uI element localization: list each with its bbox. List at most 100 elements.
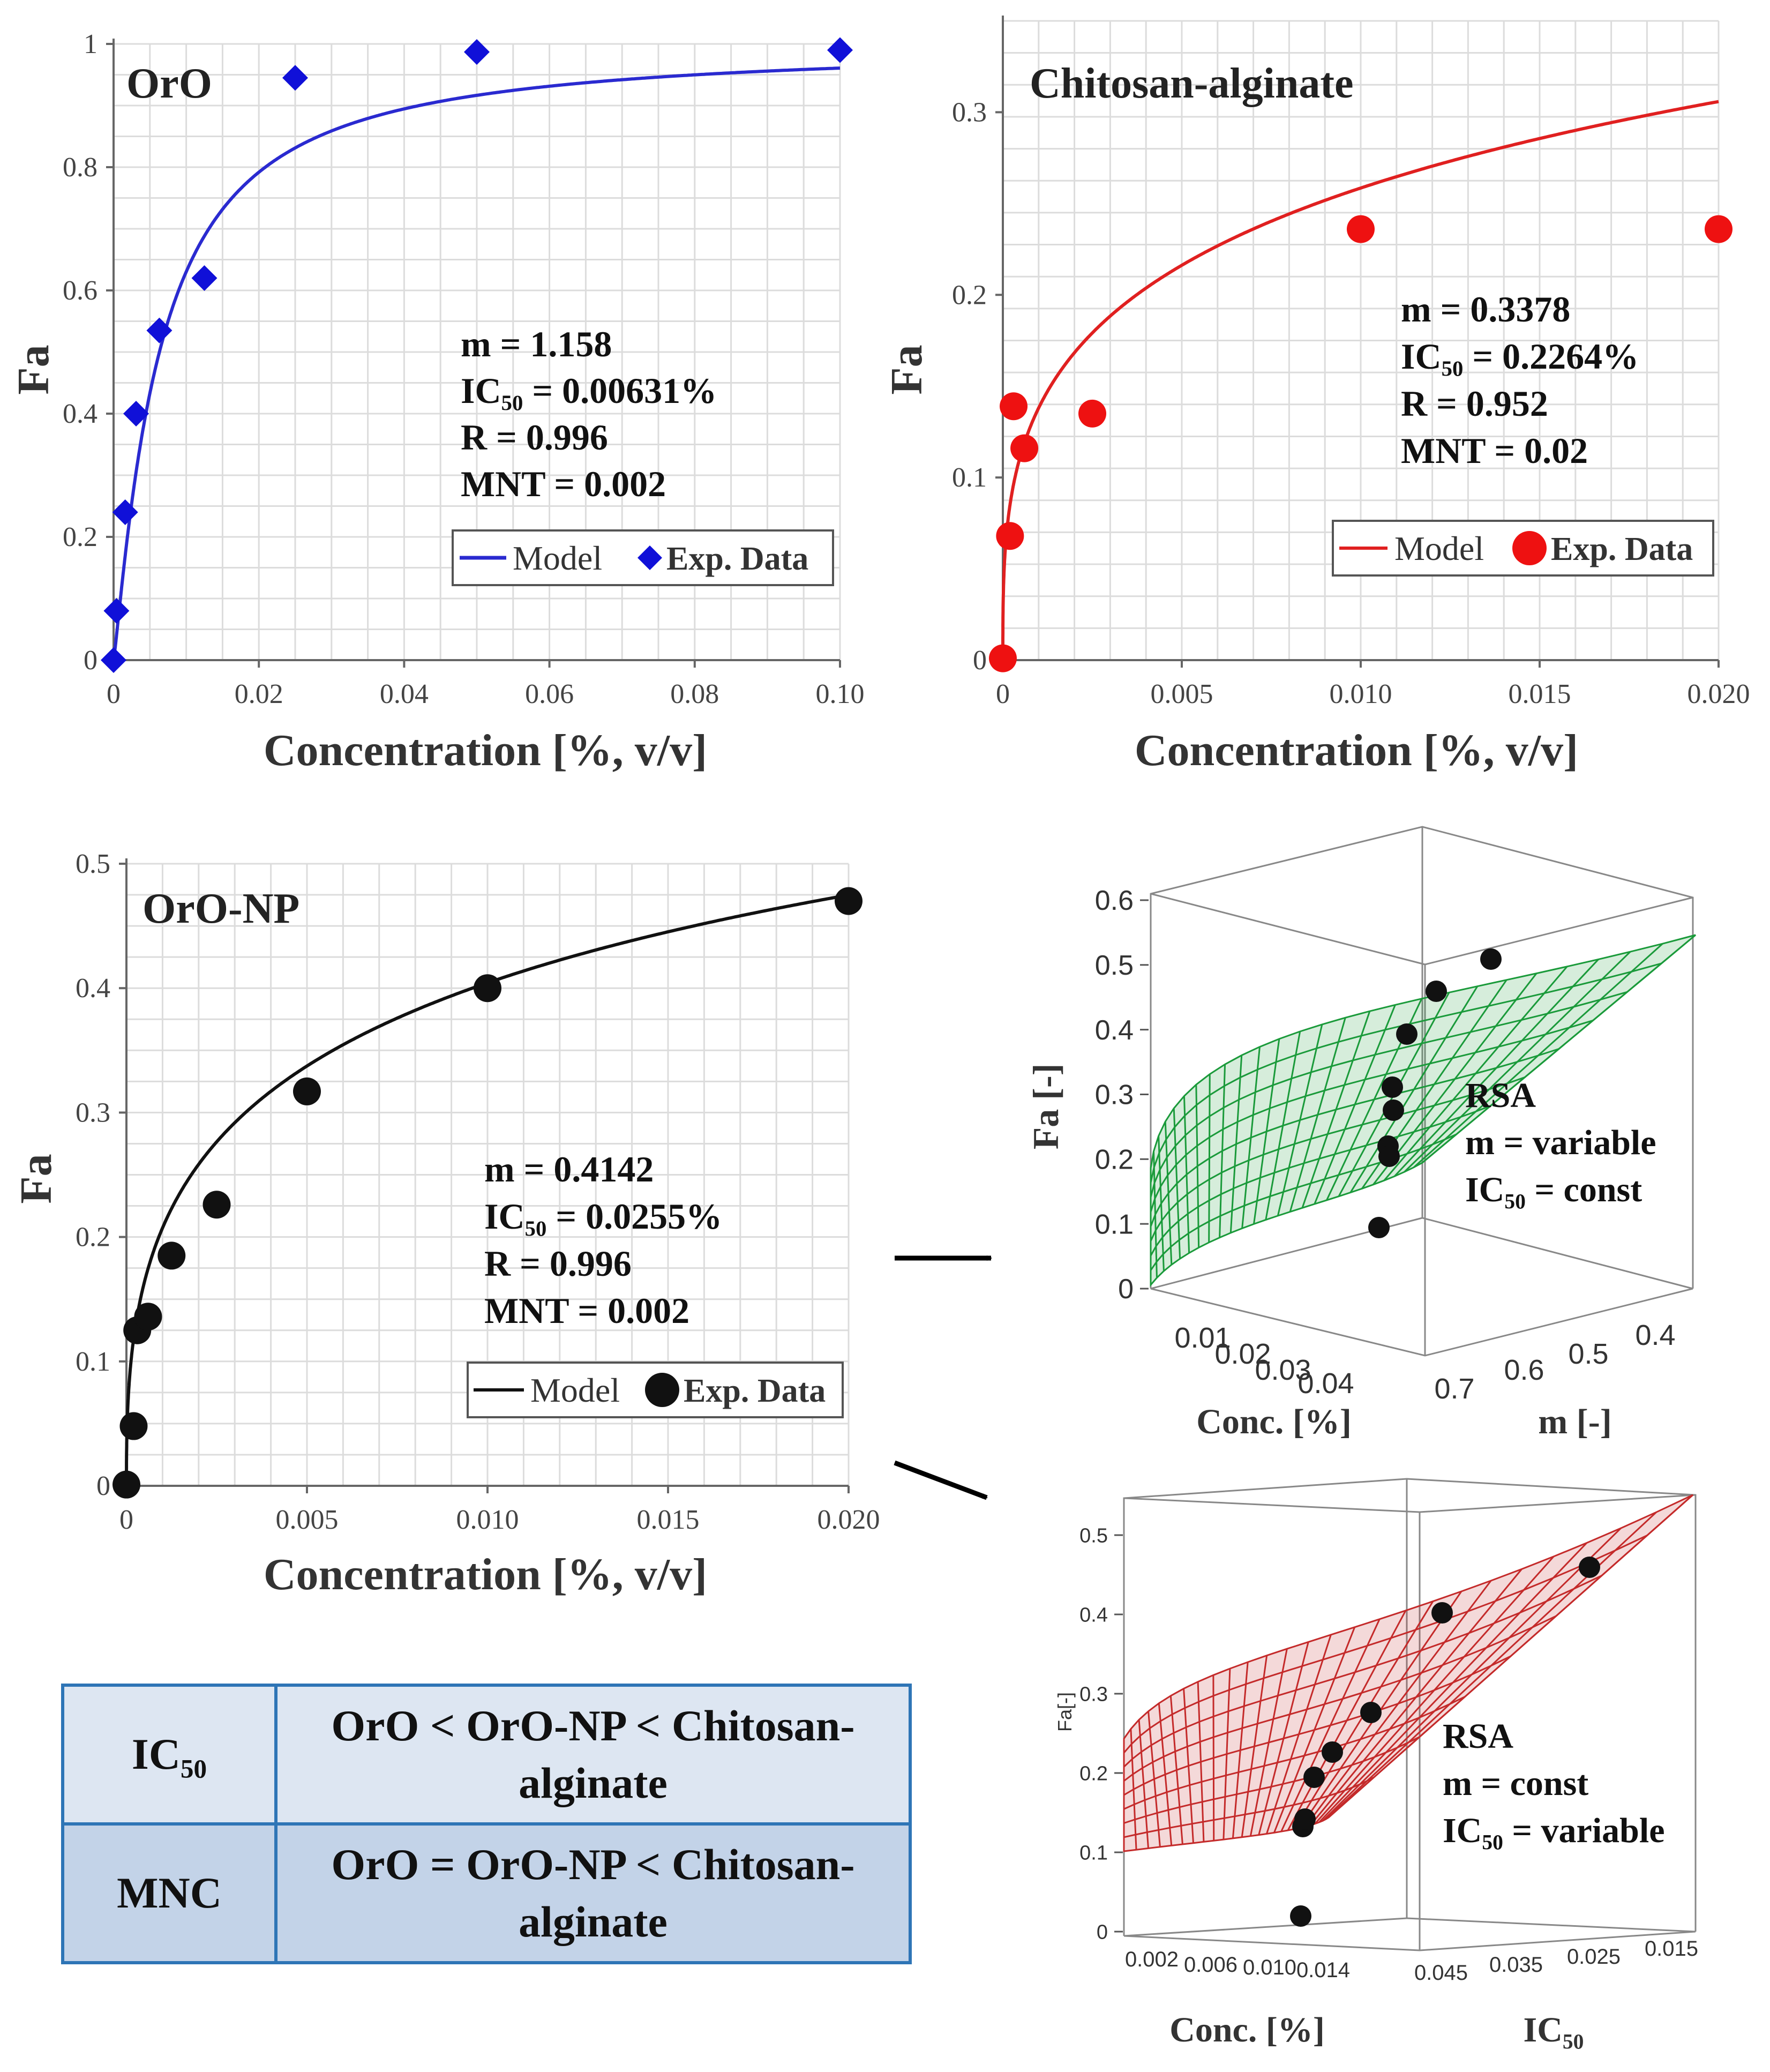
data-point (1396, 1023, 1418, 1045)
legend-data-oro: Exp. Data (666, 541, 808, 577)
y-tick-label: 1 (84, 29, 98, 59)
data-point (1303, 1767, 1325, 1788)
surface-mesh-rsa2 (1123, 1494, 1693, 1852)
x-tick-label: 0.002 (1125, 1948, 1179, 1971)
legend-data-oronp: Exp. Data (684, 1373, 826, 1409)
data-point (827, 37, 853, 63)
y-axis-label-chitosan: Fa (882, 345, 932, 394)
data-point (1705, 215, 1732, 243)
x-axis-label-rsa2: Conc. [%] (1169, 2010, 1325, 2049)
data-point (146, 317, 172, 343)
data-point (112, 499, 138, 525)
y-tick-label: 0.4 (63, 399, 98, 429)
data-point (293, 1077, 321, 1105)
x-tick-label: 0.005 (276, 1505, 339, 1535)
data-points-oronp (112, 887, 862, 1499)
legend-model-oronp: Model (530, 1371, 620, 1409)
annotation-rsa1-ic50: IC₅₀ = const (1465, 1170, 1642, 1209)
param-ic50-oro: IC₅₀ = 0.00631% (461, 370, 717, 411)
y-tick-label: 0.1 (76, 1347, 110, 1377)
x-tick-label: 0.02 (235, 679, 283, 709)
data-points-rsa2 (1290, 1557, 1600, 1927)
param-mnt-oronp: MNT = 0.002 (484, 1290, 689, 1331)
data-point (989, 644, 1017, 672)
legend-model-oro: Model (513, 539, 602, 577)
surface-plot-rsa-m-variable: 0 0.1 0.2 0.3 0.4 0.5 0.6 0.010.020.030.04 0.7… (1025, 826, 1696, 1441)
legend-chitosan: Model Exp. Data (1332, 520, 1714, 577)
data-point (1378, 1146, 1400, 1167)
data-point (1078, 399, 1106, 428)
data-point (1290, 1905, 1311, 1927)
mesh-line (1123, 1776, 1375, 1838)
z-tick-label: 0.1 (1095, 1209, 1134, 1240)
mesh-line (1150, 1105, 1491, 1256)
z-tick-label: 0.3 (1079, 1683, 1108, 1706)
z-ticks-rsa2: 0 0.1 0.2 0.3 0.4 0.5 (1079, 1524, 1123, 1943)
y-axis-label-rsa2: IC₅₀ (1524, 2010, 1584, 2049)
y-tick-label: 0 (84, 645, 98, 676)
table-row: IC₅₀ OrO < OrO-NP < Chitosan-alginate (61, 1684, 912, 1826)
ticks-oronp: 0 0.005 0.010 0.015 0.020 0 0.1 0.2 0.3 0.4 0.5 (76, 849, 880, 1535)
chart-title-oro: OrO (126, 60, 212, 107)
x-tick-label: 0.020 (818, 1505, 880, 1535)
x-tick-label: 0.010 (1243, 1956, 1296, 1979)
annotation-rsa2-ic50: IC₅₀ = variable (1443, 1811, 1665, 1850)
y-tick-label: 0.6 (1504, 1354, 1544, 1386)
param-ic50-chitosan: IC₅₀ = 0.2264% (1401, 336, 1639, 377)
mesh-line (1150, 1133, 1457, 1271)
comparison-table: IC₅₀ OrO < OrO-NP < Chitosan-alginate MN… (61, 1684, 912, 1964)
param-m-oro: m = 1.158 (461, 324, 612, 364)
data-point (1010, 434, 1039, 462)
z-tick-label: 0.5 (1079, 1524, 1108, 1547)
data-point (191, 265, 218, 291)
data-point (282, 65, 308, 91)
y-ticks-rsa2: 0.045 0.035 0.025 0.015 (1414, 1937, 1698, 1985)
x-ticks-rsa2: 0.002 0.006 0.010 0.014 (1125, 1948, 1350, 1982)
legend-data-chitosan: Exp. Data (1551, 531, 1693, 567)
data-points-rsa1 (1368, 948, 1502, 1238)
z-tick-label: 0.5 (1095, 950, 1134, 981)
data-point (123, 401, 149, 427)
data-point (464, 39, 490, 65)
x-tick-label: 0 (107, 679, 121, 709)
y-tick-label: 0.3 (76, 1097, 110, 1128)
param-ic50-oronp: IC₅₀ = 0.0255% (484, 1196, 722, 1237)
data-point (158, 1241, 186, 1270)
table-row-value: OrO < OrO-NP < Chitosan-alginate (274, 1684, 912, 1826)
x-tick-label: 0.015 (637, 1505, 700, 1535)
data-point (1431, 1602, 1453, 1624)
x-tick-label: 0.06 (525, 679, 574, 709)
grid-oronp (126, 863, 850, 1486)
data-point (119, 1412, 148, 1440)
data-point (1360, 1702, 1382, 1723)
x-axis-label-oro: Concentration [%, v/v] (264, 725, 707, 775)
z-tick-label: 0.6 (1095, 885, 1134, 916)
y-tick-label: 0 (96, 1471, 110, 1501)
x-tick-label: 0.02 (1214, 1338, 1271, 1370)
x-axis-label-chitosan: Concentration [%, v/v] (1135, 725, 1578, 775)
mesh-line (1123, 1534, 1648, 1754)
data-point (1368, 1217, 1390, 1238)
z-tick-label: 0.4 (1079, 1604, 1108, 1626)
y-tick-label: 0.5 (1568, 1338, 1608, 1370)
arrow-to-rsa-red (894, 1460, 988, 1500)
ticks-oro: 0 0.02 0.04 0.06 0.08 0.10 0 0.2 0.4 0.6 0.8 1 (63, 29, 865, 709)
mesh-line (1123, 1655, 1511, 1796)
x-tick-label: 0.006 (1184, 1953, 1238, 1977)
data-point (474, 974, 501, 1003)
y-tick-label: 0.035 (1489, 1953, 1543, 1977)
y-ticks-rsa1: 0.7 0.6 0.5 0.4 (1434, 1319, 1675, 1405)
y-tick-label: 0 (973, 645, 987, 676)
chart-title-oronp: OrO-NP (142, 885, 299, 932)
z-axis-label-rsa1: Fa [-] (1025, 1064, 1066, 1149)
surface-plot-rsa-ic50-variable: 0 0.1 0.2 0.3 0.4 0.5 0.002 0.006 0.010 0.014 0.… (1054, 1478, 1698, 2049)
chart-oro-np: 0 0.005 0.010 0.015 0.020 0 0.1 0.2 0.3 0.4 0.5 Or… (11, 849, 880, 1599)
x-tick-label: 0 (996, 679, 1010, 709)
annotation-rsa1-title: RSA (1465, 1076, 1536, 1115)
param-mnt-chitosan: MNT = 0.02 (1401, 430, 1588, 471)
data-point (1000, 392, 1028, 421)
x-tick-label: 0.10 (816, 679, 865, 709)
y-tick-label: 0.4 (76, 973, 110, 1004)
mesh-line (1150, 991, 1628, 1198)
